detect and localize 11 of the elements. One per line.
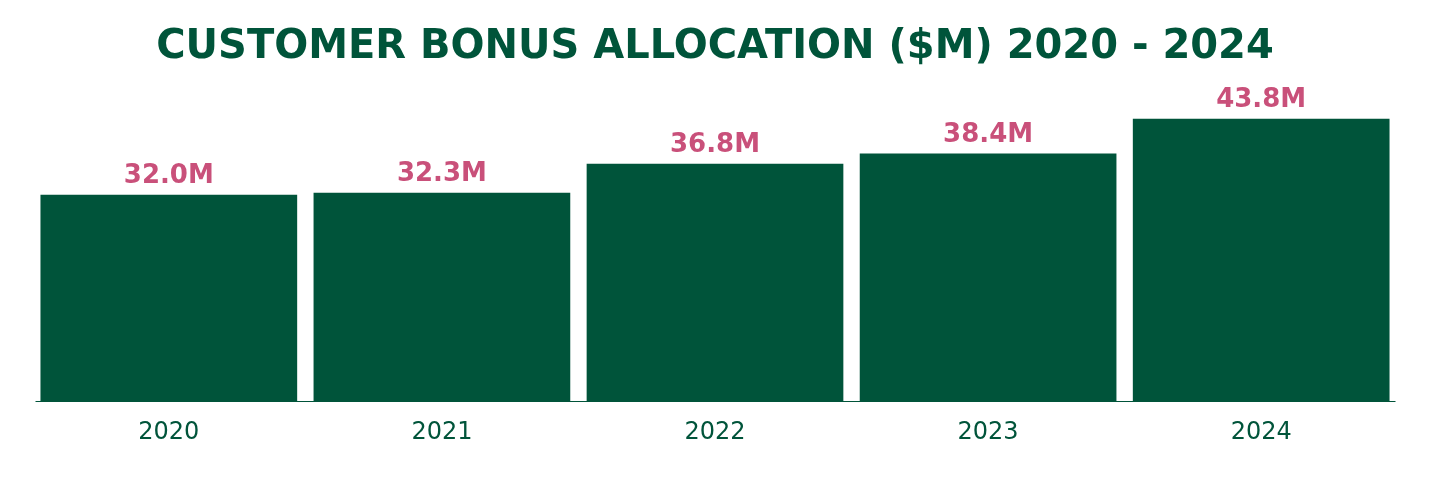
chart-title: CUSTOMER BONUS ALLOCATION ($M) 2020 - 2024: [156, 20, 1274, 67]
x-tick-label: 2022: [684, 416, 746, 445]
data-label: 32.0M: [123, 158, 214, 189]
data-label: 32.3M: [396, 156, 487, 187]
x-tick-label: 2020: [138, 416, 200, 445]
x-tick-label: 2024: [1230, 416, 1292, 445]
data-label: 36.8M: [669, 127, 761, 158]
x-tick-label: 2023: [957, 416, 1019, 445]
data-label: 38.4M: [943, 117, 1034, 148]
x-tick-label: 2021: [411, 416, 473, 445]
data-label: 43.8M: [1216, 82, 1307, 113]
